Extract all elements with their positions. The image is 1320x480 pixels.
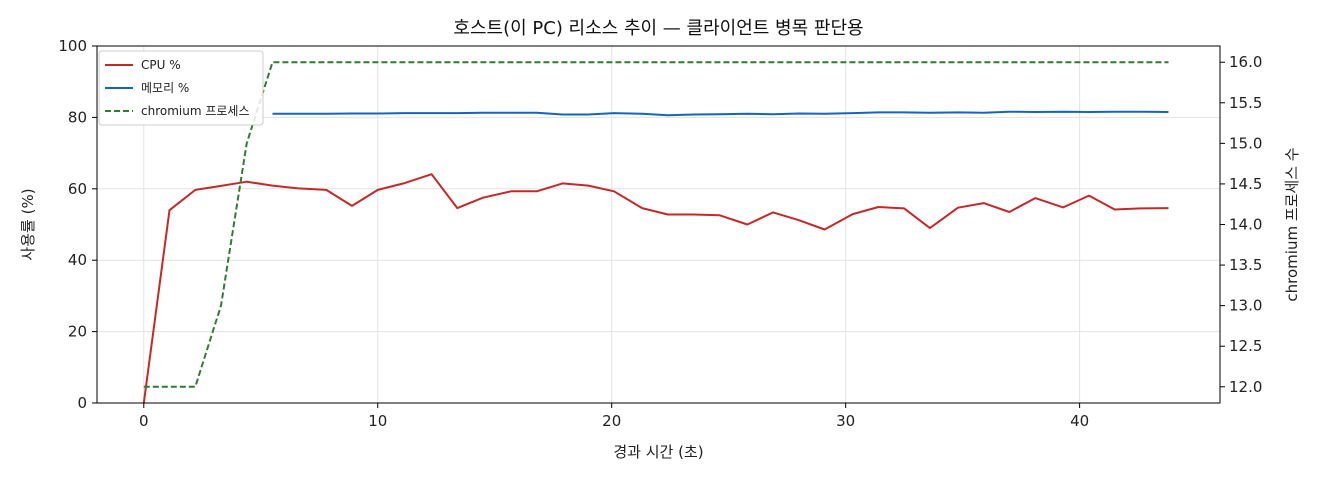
y2-tick-label: 12.0 [1229, 378, 1262, 396]
x-axis-title: 경과 시간 (초) [613, 443, 703, 461]
y-axis-title: 사용률 (%) [19, 188, 37, 260]
chart-title: 호스트(이 PC) 리소스 추이 — 클라이언트 병목 판단용 [453, 18, 863, 39]
y2-tick-label: 15.0 [1229, 134, 1262, 152]
y-tick-label: 100 [58, 37, 87, 55]
x-tick-label: 10 [368, 412, 387, 430]
y2-tick-label: 13.5 [1229, 256, 1262, 274]
y-tick-label: 60 [68, 180, 87, 198]
legend-label: CPU % [141, 58, 181, 72]
legend-label: 메모리 % [141, 81, 189, 95]
y2-tick-label: 14.0 [1229, 216, 1262, 234]
series-line [142, 173, 1169, 404]
y2-tick-label: 15.5 [1229, 94, 1262, 112]
series-layer [142, 61, 1169, 404]
axes: 0 10 20 30 40 0 20 40 60 80 100 12.0 12.5 13.0 13.5 14.… [58, 37, 1262, 430]
y2-tick-label: 16.0 [1229, 53, 1262, 71]
x-tick-label: 30 [836, 412, 855, 430]
y-tick-label: 80 [68, 108, 87, 126]
series-line [272, 110, 1169, 117]
y2-axis-title: chromium 프로세스 수 [1283, 147, 1301, 301]
x-tick-label: 40 [1070, 412, 1089, 430]
y2-tick-label: 14.5 [1229, 175, 1262, 193]
y2-tick-label: 12.5 [1229, 337, 1262, 355]
x-tick-label: 0 [139, 412, 149, 430]
legend: CPU % 메모리 % chromium 프로세스 [98, 50, 264, 126]
series-line [143, 61, 1169, 388]
y-tick-label: 0 [77, 394, 87, 412]
x-tick-label: 20 [602, 412, 621, 430]
legend-label: chromium 프로세스 [141, 104, 250, 118]
legend-box [98, 50, 264, 126]
y-tick-label: 40 [68, 251, 87, 269]
y-tick-label: 20 [68, 323, 87, 341]
y2-tick-label: 13.0 [1229, 297, 1262, 315]
